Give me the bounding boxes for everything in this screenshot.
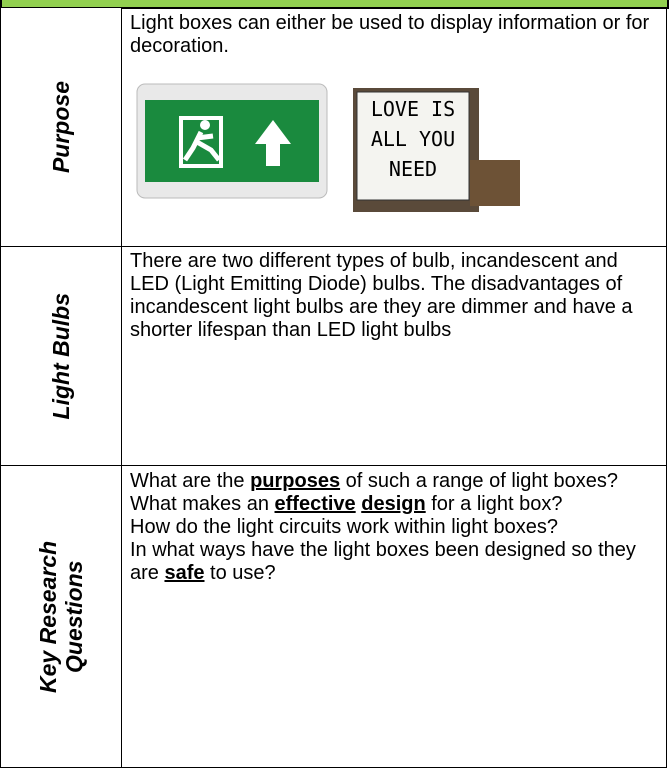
plant-box — [470, 160, 520, 206]
illustrations: LOVE IS ALL YOU NEED — [136, 83, 520, 212]
row-label: Purpose — [48, 80, 74, 174]
exit-figure — [182, 130, 221, 162]
exit-door — [179, 116, 223, 168]
keyword: effective — [274, 493, 356, 515]
row-text: Light boxes can either be used to displa… — [130, 12, 650, 57]
question-text: to use? — [204, 562, 276, 584]
sign-line: ALL YOU — [371, 127, 455, 151]
exit-arrow — [255, 120, 291, 166]
questions: What are the purposes of such a range of… — [130, 470, 650, 585]
question: What are the purposes of such a range of… — [130, 470, 650, 493]
exit-figure — [200, 120, 210, 130]
row-label: Key Research Questions — [35, 540, 87, 693]
question: What makes an effective design for a lig… — [130, 493, 650, 516]
keyword: safe — [164, 562, 205, 584]
keyword: design — [361, 493, 426, 515]
row-text: There are two different types of bulb, i… — [130, 250, 633, 341]
header-bar — [0, 0, 669, 9]
question: How do the light circuits work within li… — [130, 516, 650, 539]
row-label: Light Bulbs — [48, 292, 74, 420]
question-text: How do the light circuits work within li… — [130, 516, 558, 538]
question-text: What are the — [130, 470, 251, 492]
question: In what ways have the light boxes been d… — [130, 539, 650, 585]
keyword: purposes — [250, 470, 341, 492]
sign-line: NEED — [389, 157, 437, 181]
row-label-cell: Purpose — [0, 7, 122, 247]
row-label-cell: Key Research Questions — [0, 465, 122, 768]
question-text: What makes an — [130, 493, 275, 515]
question-text: of such a range of light boxes? — [340, 470, 619, 492]
exit-sign-panel — [145, 100, 319, 182]
lightbox — [356, 91, 470, 201]
sign-line: LOVE IS — [371, 97, 455, 121]
question-text: In what ways have the light boxes been d… — [130, 539, 636, 584]
row-label-cell: Light Bulbs — [0, 246, 122, 466]
question-text: for a light box? — [425, 493, 563, 515]
